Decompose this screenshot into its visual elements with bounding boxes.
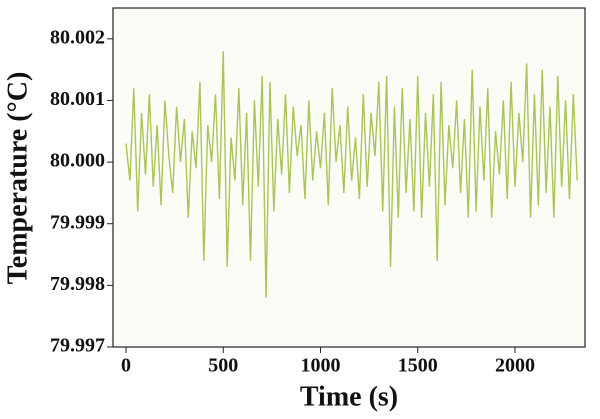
- x-tick-label: 500: [208, 355, 238, 377]
- x-tick-label: 2000: [495, 355, 535, 377]
- x-tick-label: 1500: [398, 355, 438, 377]
- y-tick-label: 79.997: [50, 335, 105, 357]
- y-tick-label: 79.999: [50, 211, 105, 233]
- x-tick-label: 1000: [301, 355, 341, 377]
- x-axis-label: Time (s): [300, 381, 398, 412]
- x-tick-label: 0: [121, 355, 131, 377]
- y-tick-label: 80.001: [50, 88, 105, 110]
- y-tick-label: 80.002: [50, 26, 105, 48]
- y-axis-label: Temperature (°C): [2, 72, 33, 285]
- data-line: [125, 51, 578, 298]
- y-tick-label: 80.000: [50, 150, 105, 172]
- y-tick-label: 79.998: [50, 273, 105, 295]
